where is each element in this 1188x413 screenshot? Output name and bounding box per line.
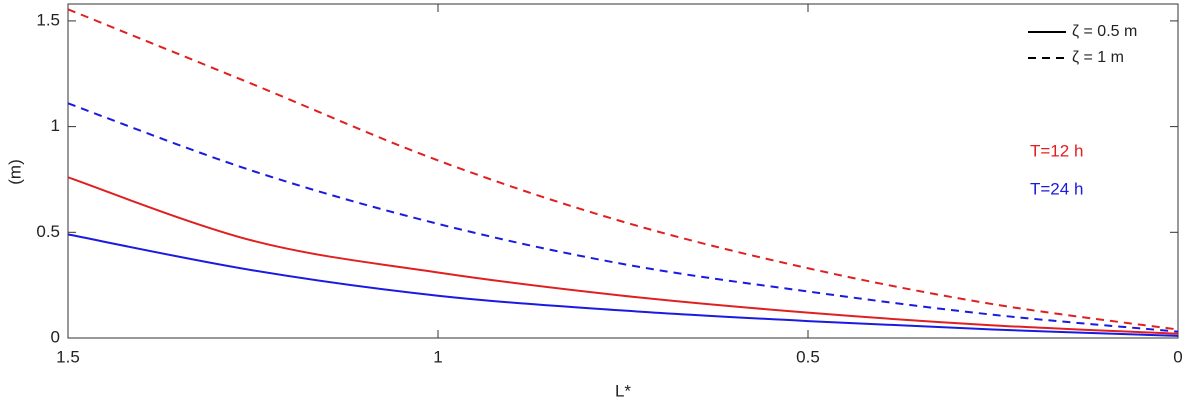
- annotation: T=24 h: [1030, 179, 1083, 198]
- y-tick-label: 1: [51, 116, 60, 135]
- series-line: [67, 102, 1179, 333]
- y-tick-label: 0.5: [36, 222, 60, 241]
- x-tick-label: 0: [1173, 347, 1182, 366]
- legend-label: ζ = 0.5 m: [1072, 23, 1137, 40]
- series-line: [67, 8, 1179, 331]
- legend-label: ζ = 1 m: [1072, 49, 1124, 66]
- x-axis-label: L*: [615, 381, 631, 400]
- x-tick-label: 0.5: [796, 347, 820, 366]
- y-axis-label: (m): [5, 159, 24, 184]
- plot-frame: [67, 3, 1179, 339]
- series-line: [67, 176, 1179, 335]
- x-tick-label: 1.5: [56, 347, 80, 366]
- y-tick-label: 1.5: [36, 10, 60, 29]
- x-tick-label: 1: [433, 347, 442, 366]
- series-line: [67, 233, 1179, 337]
- annotation: T=12 h: [1030, 141, 1083, 160]
- y-tick-label: 0: [51, 327, 60, 346]
